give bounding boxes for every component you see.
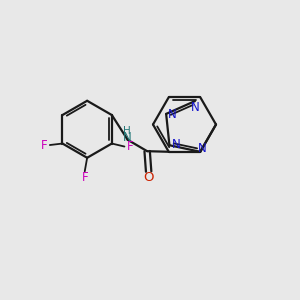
Text: N: N — [168, 108, 177, 121]
Text: N: N — [198, 142, 207, 155]
Text: H: H — [124, 126, 131, 136]
Text: N: N — [190, 101, 199, 114]
Text: N: N — [123, 131, 132, 144]
Text: F: F — [127, 140, 133, 153]
Text: O: O — [143, 171, 154, 184]
Text: N: N — [172, 138, 180, 151]
Text: F: F — [40, 139, 47, 152]
Text: F: F — [81, 171, 88, 184]
